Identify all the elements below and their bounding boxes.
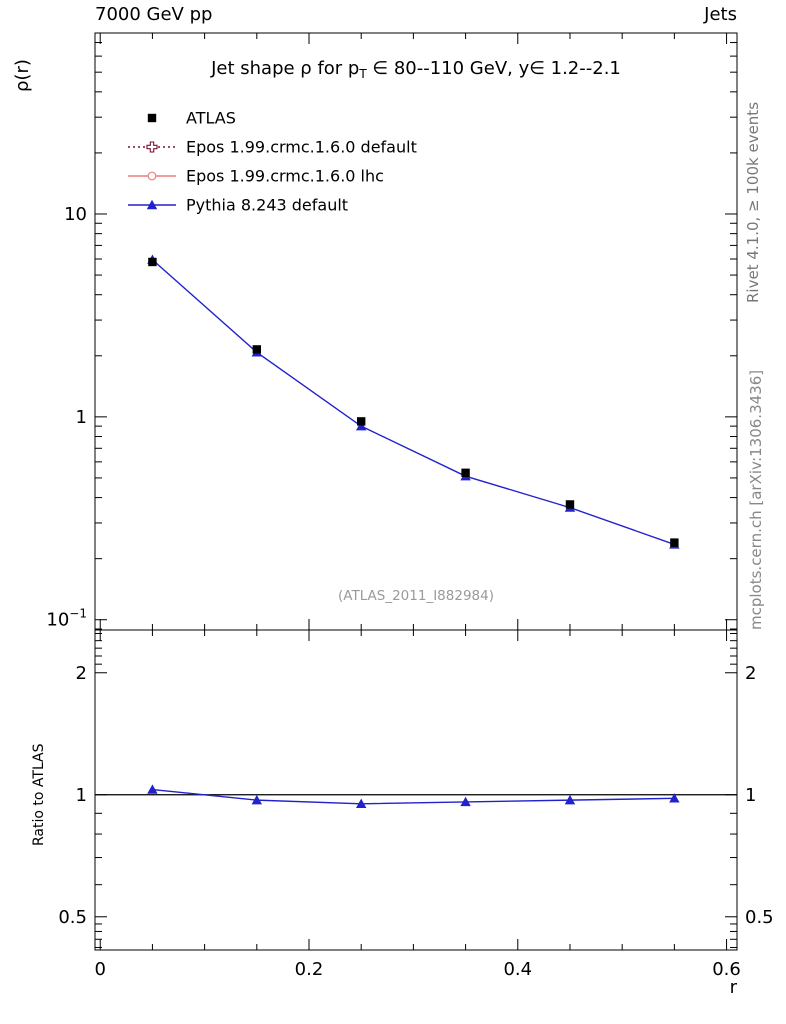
axes-layer: 0 0.2 0.4 0.6 10 1 10−1 2 2 1 1 0.5 0.5 [46, 32, 774, 980]
x-axis-title: r [729, 977, 737, 998]
svg-text:1: 1 [76, 407, 87, 428]
triangle-marker [355, 798, 367, 808]
svg-text:Epos 1.99.crmc.1.6.0 default: Epos 1.99.crmc.1.6.0 default [186, 138, 417, 157]
plot-title-subscript: T [359, 67, 367, 81]
svg-text:0.2: 0.2 [295, 959, 324, 980]
rivet-version-note: Rivet 4.1.0, ≥ 100k events [744, 101, 762, 303]
svg-text:2: 2 [76, 663, 87, 684]
svg-text:0.5: 0.5 [745, 907, 774, 928]
legend: ATLAS Epos 1.99.crmc.1.6.0 default Epos 1.… [128, 109, 417, 215]
svg-text:ATLAS: ATLAS [186, 109, 236, 128]
triangle-marker [146, 199, 158, 210]
square-marker [148, 257, 157, 267]
square-marker [356, 417, 366, 426]
analysis-id-watermark: (ATLAS_2011_I882984) [338, 588, 494, 604]
svg-text:0.6: 0.6 [712, 959, 741, 980]
cross-marker [146, 141, 158, 153]
data-layer [95, 254, 737, 808]
svg-text:Epos 1.99.crmc.1.6.0 lhc: Epos 1.99.crmc.1.6.0 lhc [186, 167, 384, 186]
square-marker [670, 538, 679, 547]
triangle-marker [147, 784, 158, 794]
svg-text:10−1: 10−1 [46, 607, 87, 631]
svg-text:1: 1 [745, 785, 756, 806]
square-marker [461, 468, 470, 477]
plot-title: Jet shape ρ for pT ∈ 80--110 GeV, y∈ 1.2… [95, 58, 737, 81]
triangle-marker [355, 420, 367, 431]
svg-text:0.5: 0.5 [58, 907, 87, 928]
svg-text:0: 0 [94, 959, 105, 980]
svg-text:1: 1 [76, 785, 87, 806]
triangle-marker [669, 793, 680, 803]
triangle-marker [251, 794, 263, 805]
triangle-marker [460, 796, 471, 807]
y-axis-title: ρ(r) [12, 59, 33, 92]
plot-title-post: ∈ 80--110 GeV, y∈ 1.2--2.1 [366, 58, 621, 79]
ratio-axis-title: Ratio to ATLAS [31, 743, 47, 846]
svg-text:Pythia 8.243 default: Pythia 8.243 default [186, 196, 348, 215]
square-marker [147, 113, 157, 123]
beam-energy-label: 7000 GeV pp [95, 4, 213, 25]
svg-text:0.4: 0.4 [503, 959, 532, 980]
plot-title-pre: Jet shape ρ for p [211, 58, 360, 79]
square-marker [252, 345, 262, 354]
svg-text:2: 2 [745, 663, 756, 684]
triangle-marker [564, 794, 576, 805]
square-marker [565, 500, 575, 509]
svg-text:10: 10 [64, 204, 87, 225]
process-label: Jets [704, 4, 737, 25]
circle-marker [147, 171, 157, 181]
mcplots-reference-note: mcplots.cern.ch [arXiv:1306.3436] [747, 369, 765, 630]
